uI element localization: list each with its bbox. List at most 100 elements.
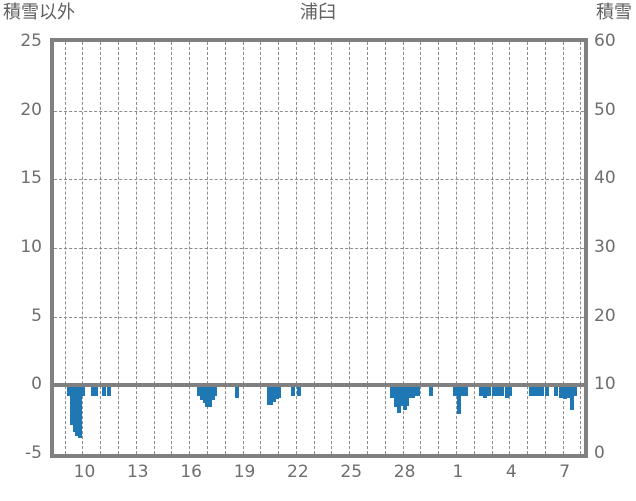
vertical-gridline — [224, 42, 226, 454]
bar — [67, 385, 72, 397]
vertical-gridline — [544, 42, 546, 454]
bar — [399, 385, 404, 406]
bar — [277, 385, 282, 398]
left-tick-label: -5 — [25, 443, 42, 463]
bar — [463, 385, 468, 397]
vertical-gridline — [509, 42, 511, 454]
bar — [528, 385, 533, 397]
bar — [491, 385, 496, 397]
bar — [199, 385, 204, 401]
bar — [539, 385, 544, 397]
bar — [271, 385, 276, 402]
right-tick-label: 50 — [594, 99, 616, 120]
bar — [479, 385, 484, 397]
vertical-gridline — [82, 42, 84, 454]
bar — [213, 385, 218, 397]
vertical-gridline — [189, 42, 191, 454]
vertical-gridline — [295, 42, 297, 454]
bar — [410, 385, 415, 398]
x-tick-label: 16 — [180, 462, 202, 482]
vertical-gridline — [402, 42, 404, 454]
bar — [569, 385, 574, 411]
horizontal-gridline — [54, 179, 584, 181]
left-tick-label: 25 — [20, 31, 42, 51]
bar — [202, 385, 207, 404]
bar — [274, 385, 279, 400]
bar — [269, 385, 274, 405]
x-tick-label: 19 — [233, 462, 256, 482]
vertical-gridline — [562, 42, 564, 454]
bar — [205, 385, 210, 408]
vertical-gridline — [473, 42, 475, 454]
bar — [102, 385, 107, 397]
vertical-gridline — [455, 42, 457, 454]
vertical-gridline — [135, 42, 137, 454]
right-tick-label: 10 — [594, 374, 616, 395]
bar — [573, 385, 578, 397]
bar — [70, 385, 74, 426]
vertical-gridline — [349, 42, 351, 454]
zero-line — [54, 383, 584, 388]
right-tick-label: 30 — [594, 237, 616, 257]
vertical-gridline — [420, 42, 422, 454]
bar — [80, 385, 85, 397]
bar — [487, 385, 492, 397]
bar — [566, 385, 571, 398]
horizontal-gridline — [54, 248, 584, 249]
vertical-gridline — [278, 42, 280, 454]
x-tick-label: 25 — [340, 462, 363, 482]
right-axis-title: 積雪 — [596, 2, 632, 23]
bar — [413, 385, 418, 397]
x-tick-label: 28 — [393, 462, 416, 482]
bar — [390, 385, 395, 398]
vertical-gridline — [260, 42, 262, 454]
right-tick-label: 60 — [594, 31, 616, 51]
bar — [535, 385, 540, 397]
vertical-gridline — [438, 42, 440, 454]
bar — [296, 385, 301, 397]
bar — [559, 385, 564, 398]
bar — [460, 385, 465, 397]
vertical-gridline — [331, 42, 333, 454]
bar — [397, 385, 402, 413]
vertical-gridline — [313, 42, 315, 454]
bar-series — [54, 42, 584, 454]
bar — [544, 385, 549, 397]
bar — [78, 385, 82, 438]
vertical-gridline — [384, 42, 386, 454]
bar — [553, 385, 558, 397]
bar — [402, 385, 407, 411]
vertical-gridline — [171, 42, 173, 454]
left-tick-label: 5 — [31, 305, 42, 326]
bar — [453, 385, 458, 397]
bar — [500, 385, 505, 397]
bar — [197, 385, 202, 397]
bar — [75, 385, 80, 437]
bar — [210, 385, 215, 401]
bar — [107, 385, 112, 397]
plot-area — [50, 38, 588, 458]
bar — [94, 385, 99, 397]
bar — [504, 385, 509, 398]
gridlines — [54, 42, 584, 454]
bar — [407, 385, 412, 398]
vertical-gridline — [100, 42, 102, 454]
horizontal-gridline — [54, 110, 584, 112]
bar — [207, 385, 212, 408]
vertical-gridline — [527, 42, 529, 454]
vertical-gridline — [491, 42, 493, 454]
bar — [508, 385, 513, 397]
chart-title: 浦臼 — [300, 2, 336, 23]
x-tick-label: 13 — [126, 462, 149, 482]
vertical-gridline — [64, 42, 66, 454]
bar — [266, 385, 271, 405]
bar — [235, 385, 240, 398]
x-tick-label: 22 — [287, 462, 309, 482]
bar — [429, 385, 434, 397]
right-tick-label: 0 — [594, 443, 605, 463]
bar — [290, 385, 295, 397]
x-tick-label: 4 — [505, 462, 517, 482]
vertical-gridline — [367, 42, 369, 454]
bar — [91, 385, 96, 397]
